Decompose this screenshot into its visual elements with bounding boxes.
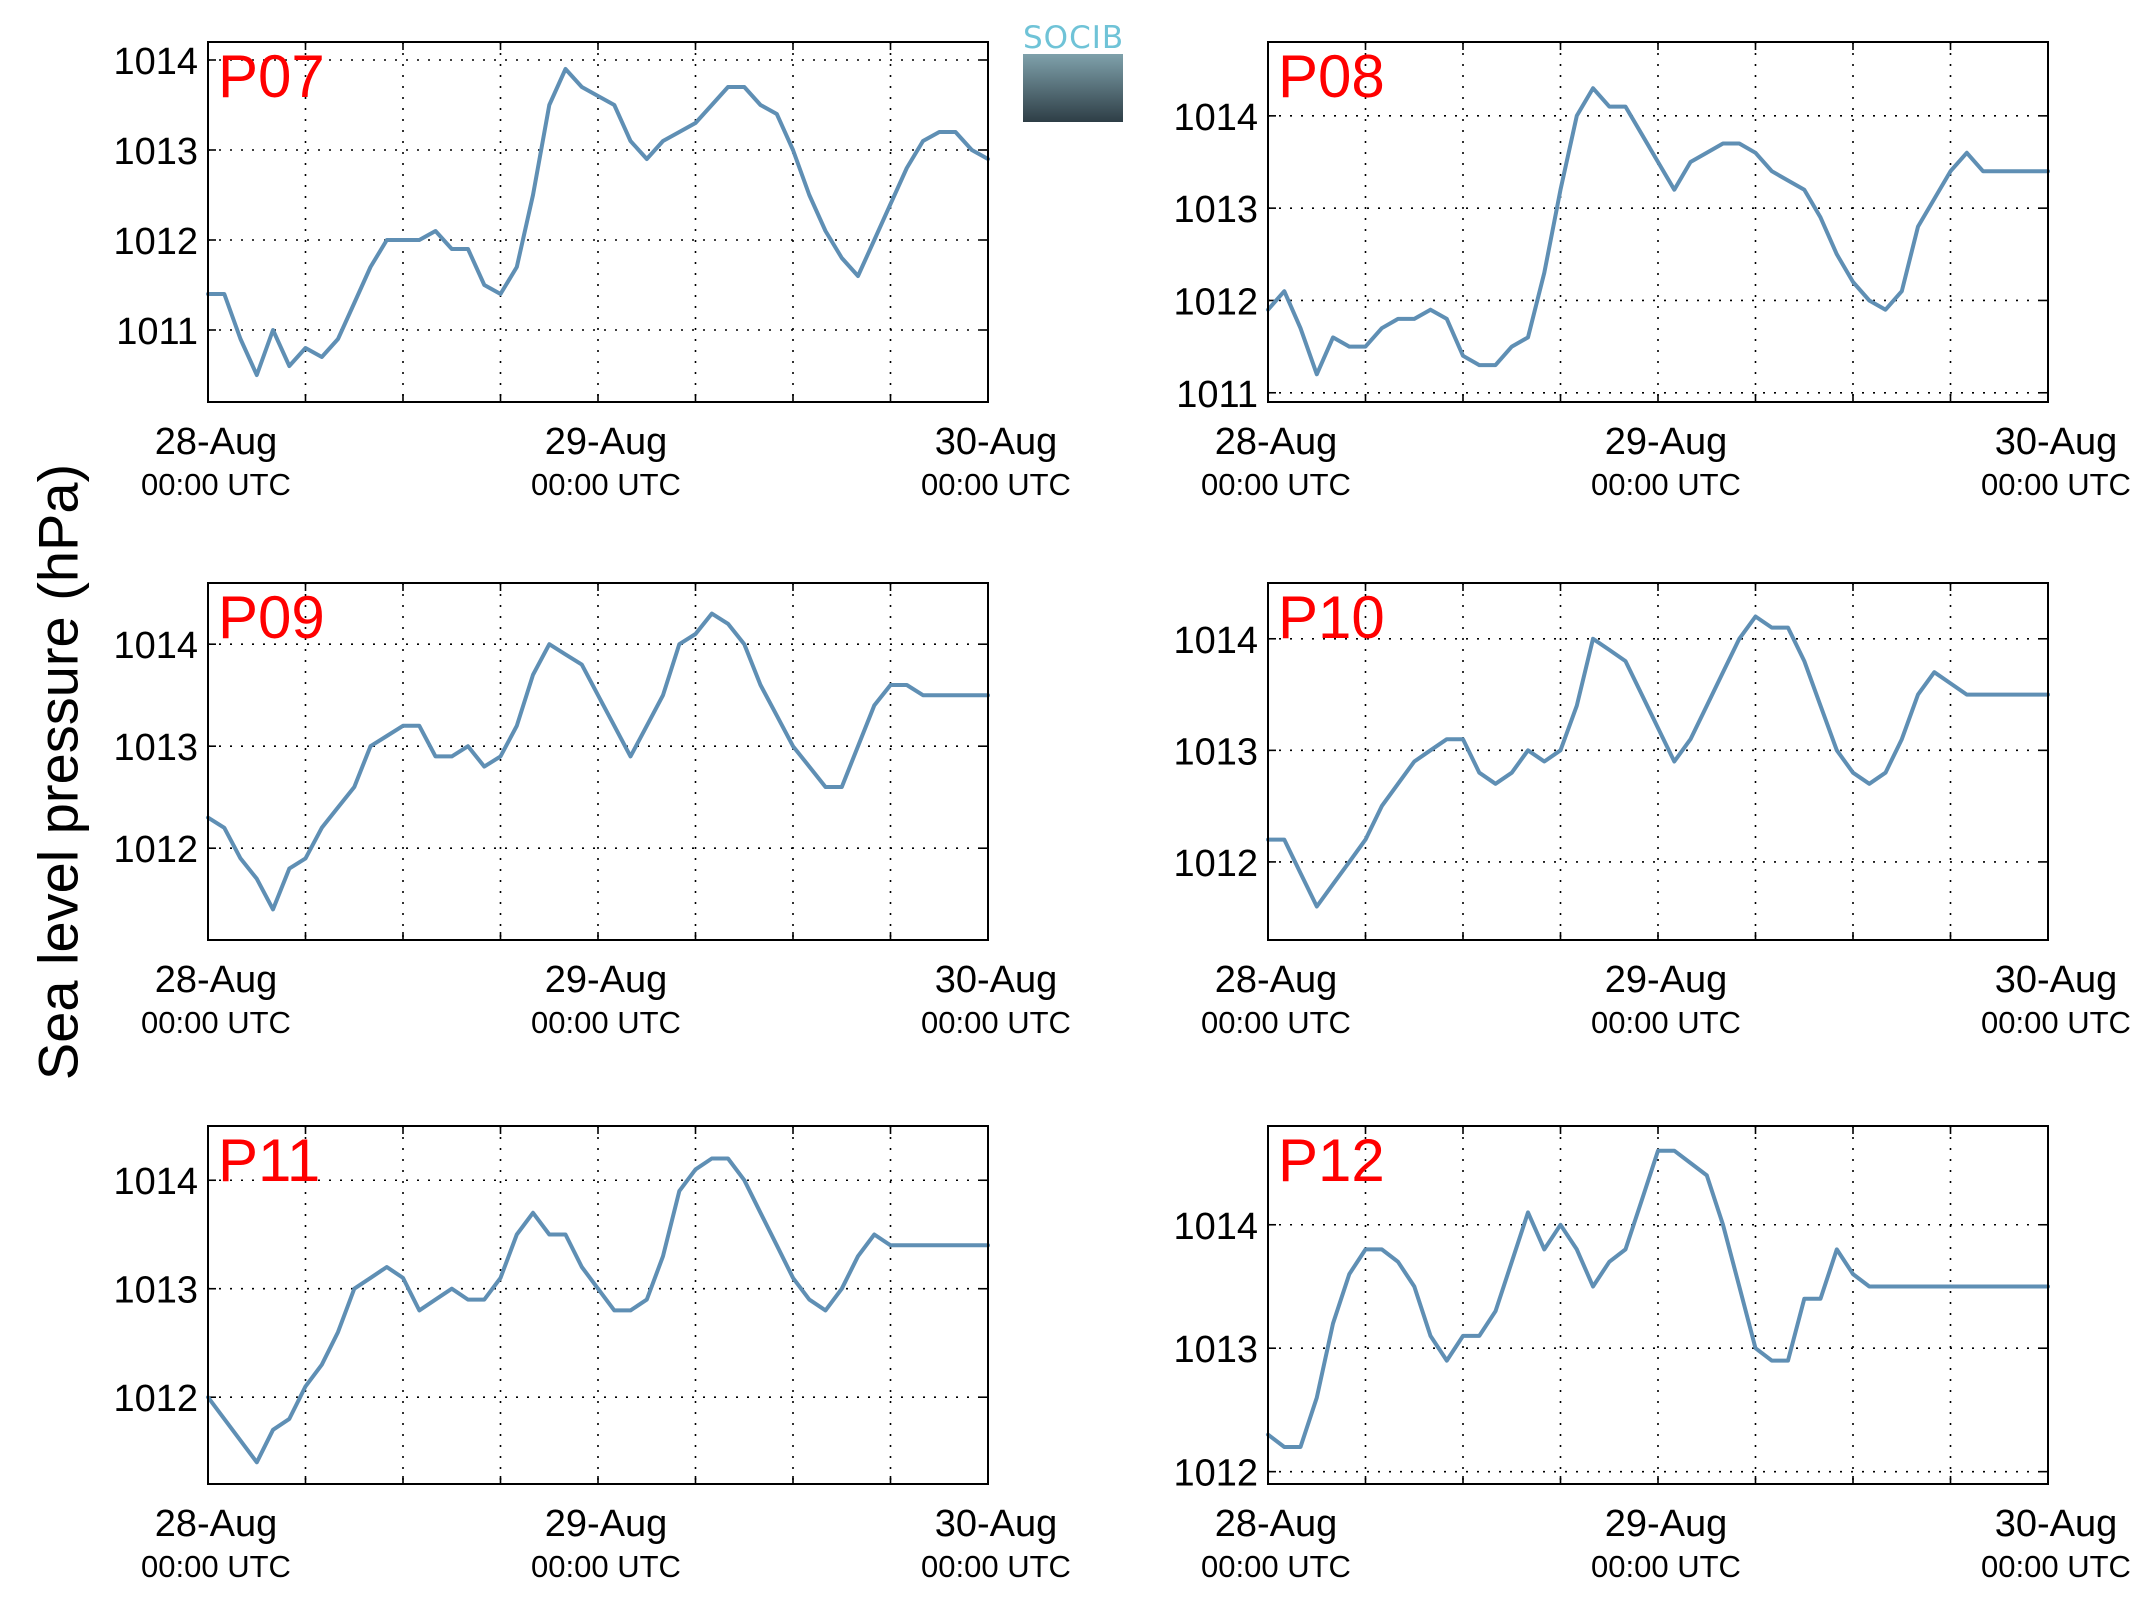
- x-tick-label-date: 29-Aug: [545, 1503, 668, 1545]
- y-tick-label: 1014: [113, 1161, 198, 1203]
- y-tick-label: 1013: [113, 727, 198, 769]
- series-line: [1266, 614, 2050, 909]
- y-tick-label: 1013: [113, 131, 198, 173]
- y-tick-label: 1014: [1173, 1206, 1258, 1248]
- panel-p09: 1012 1013 1014 28-Aug 00:00 UTC 29-Aug 00:00 U…: [113, 582, 1071, 1040]
- x-tick-label-time: 00:00 UTC: [921, 1549, 1071, 1584]
- x-tick-label-date: 29-Aug: [1605, 959, 1728, 1001]
- plot-area: [1268, 42, 2048, 402]
- x-tick-label-date: 30-Aug: [935, 421, 1058, 463]
- panel-p07: 1011 1012 1013 1014 28-Aug 00:00 UTC 29-Aug 00:…: [113, 41, 1071, 502]
- panel-p10: 1012 1013 1014 28-Aug 00:00 UTC 29-Aug 00:00 U…: [1173, 582, 2131, 1040]
- y-tick-label: 1012: [113, 1378, 198, 1420]
- x-tick-label-date: 30-Aug: [1995, 959, 2118, 1001]
- y-tick-label: 1013: [113, 1270, 198, 1312]
- panel-title: P08: [1278, 43, 1385, 110]
- panel-title: P12: [1278, 1127, 1385, 1194]
- x-tick-label-date: 30-Aug: [935, 959, 1058, 1001]
- axes-frame: [207, 41, 989, 403]
- x-tick-label-time: 00:00 UTC: [1591, 1549, 1741, 1584]
- x-tick-label-time: 00:00 UTC: [1981, 1005, 2131, 1040]
- axes-frame: [1267, 582, 2049, 941]
- axes-frame: [207, 582, 989, 941]
- plot-area: [208, 42, 988, 402]
- x-tick-label-date: 29-Aug: [1605, 421, 1728, 463]
- y-tick-label: 1012: [1173, 1453, 1258, 1495]
- panel-p11: 1012 1013 1014 28-Aug 00:00 UTC 29-Aug 00:00 U…: [113, 1125, 1071, 1584]
- panel-p08: 1011 1012 1013 1014 28-Aug 00:00 UTC 29-Aug 00:…: [1173, 41, 2131, 502]
- y-tick-label: 1013: [1173, 731, 1258, 773]
- x-tick-label-date: 30-Aug: [935, 1503, 1058, 1545]
- panel-title: P10: [1278, 584, 1385, 651]
- x-tick-label-time: 00:00 UTC: [531, 1005, 681, 1040]
- panel-title: P11: [218, 1127, 320, 1194]
- x-tick-label-time: 00:00 UTC: [1201, 467, 1351, 502]
- x-tick-label-date: 30-Aug: [1995, 1503, 2118, 1545]
- panel-title: P09: [218, 584, 325, 651]
- panel-title: P07: [218, 43, 325, 110]
- x-tick-label-date: 28-Aug: [155, 1503, 278, 1545]
- x-tick-label-time: 00:00 UTC: [531, 467, 681, 502]
- y-tick-label: 1012: [113, 221, 198, 263]
- x-tick-label-date: 28-Aug: [1215, 421, 1338, 463]
- x-tick-label-date: 30-Aug: [1995, 421, 2118, 463]
- x-tick-label-date: 28-Aug: [1215, 1503, 1338, 1545]
- x-tick-label-date: 28-Aug: [155, 421, 278, 463]
- socib-logo-text: SOCIB: [1023, 20, 1125, 56]
- y-tick-label: 1012: [1173, 281, 1258, 323]
- x-tick-label-time: 00:00 UTC: [1591, 467, 1741, 502]
- x-tick-label-time: 00:00 UTC: [921, 1005, 1071, 1040]
- series-line: [206, 611, 990, 912]
- y-tick-label: 1011: [116, 311, 198, 353]
- y-tick-label: 1013: [1173, 189, 1258, 231]
- x-tick-label-date: 28-Aug: [155, 959, 278, 1001]
- x-tick-label-time: 00:00 UTC: [1201, 1005, 1351, 1040]
- x-tick-label-time: 00:00 UTC: [1591, 1005, 1741, 1040]
- x-tick-label-date: 29-Aug: [1605, 1503, 1728, 1545]
- socib-logo-block: [1023, 54, 1123, 122]
- y-tick-label: 1012: [1173, 843, 1258, 885]
- x-tick-label-time: 00:00 UTC: [1981, 1549, 2131, 1584]
- socib-logo: SOCIB: [1023, 20, 1123, 122]
- x-tick-label-time: 00:00 UTC: [141, 1005, 291, 1040]
- x-tick-label-time: 00:00 UTC: [531, 1549, 681, 1584]
- plot-area: [1268, 1126, 2048, 1484]
- series-line: [206, 1156, 990, 1465]
- y-tick-label: 1014: [1173, 620, 1258, 662]
- x-tick-label-date: 29-Aug: [545, 421, 668, 463]
- x-tick-label-time: 00:00 UTC: [141, 1549, 291, 1584]
- y-tick-label: 1014: [113, 625, 198, 667]
- series-line: [1266, 86, 2050, 377]
- y-tick-label: 1014: [1173, 97, 1258, 139]
- y-tick-label: 1012: [113, 829, 198, 871]
- axes-frame: [207, 1125, 989, 1485]
- plot-area: [208, 583, 988, 940]
- y-tick-label: 1013: [1173, 1329, 1258, 1371]
- panel-p12: 1012 1013 1014 28-Aug 00:00 UTC 29-Aug 00:00 U…: [1173, 1125, 2131, 1584]
- x-tick-label-time: 00:00 UTC: [1981, 467, 2131, 502]
- plot-area: [208, 1126, 988, 1484]
- y-tick-label: 1014: [113, 41, 198, 83]
- axes-frame: [1267, 1125, 2049, 1485]
- x-tick-label-time: 00:00 UTC: [141, 467, 291, 502]
- series-line: [206, 67, 990, 377]
- axes-frame: [1267, 41, 2049, 403]
- x-tick-label-time: 00:00 UTC: [921, 467, 1071, 502]
- plot-area: [1268, 583, 2048, 940]
- y-tick-label: 1011: [1176, 374, 1258, 416]
- series-line: [1266, 1148, 2050, 1449]
- x-tick-label-date: 29-Aug: [545, 959, 668, 1001]
- x-tick-label-date: 28-Aug: [1215, 959, 1338, 1001]
- x-tick-label-time: 00:00 UTC: [1201, 1549, 1351, 1584]
